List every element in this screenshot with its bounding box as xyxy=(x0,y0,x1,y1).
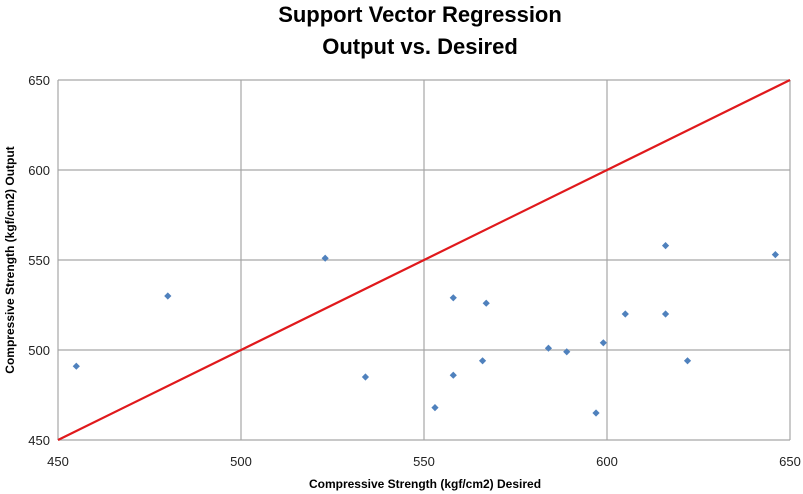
x-tick-label: 450 xyxy=(47,454,69,469)
data-point xyxy=(449,371,457,379)
x-tick-label: 550 xyxy=(413,454,435,469)
reference-line-group xyxy=(57,79,791,441)
data-point xyxy=(321,254,329,262)
data-point xyxy=(72,362,80,370)
data-point xyxy=(592,409,600,417)
grid xyxy=(57,79,791,441)
data-point xyxy=(361,373,370,381)
data-point xyxy=(771,251,779,259)
data-point xyxy=(478,357,487,365)
data-points xyxy=(72,242,779,417)
y-tick-label: 600 xyxy=(28,163,50,178)
data-point xyxy=(683,357,692,365)
x-tick-label: 500 xyxy=(230,454,252,469)
chart-title-line2: Output vs. Desired xyxy=(322,34,518,59)
data-point xyxy=(431,404,439,412)
data-point xyxy=(544,344,553,352)
y-tick-label: 650 xyxy=(28,73,50,88)
y-tick-label: 450 xyxy=(28,433,50,448)
data-point xyxy=(661,242,670,250)
data-point xyxy=(164,292,172,300)
data-point xyxy=(563,348,571,356)
y-axis-title: Compressive Strength (kgf/cm2) Output xyxy=(3,146,17,373)
data-point xyxy=(482,299,490,307)
y-tick-labels: 450 500 550 600 650 xyxy=(28,73,50,448)
x-tick-labels: 450 500 550 600 650 xyxy=(47,454,801,469)
x-axis-title: Compressive Strength (kgf/cm2) Desired xyxy=(309,477,541,491)
y-tick-label: 500 xyxy=(28,343,50,358)
chart-title-line1: Support Vector Regression xyxy=(278,2,562,27)
data-point xyxy=(599,339,607,347)
reference-line xyxy=(57,79,791,441)
data-point xyxy=(449,294,457,302)
data-point xyxy=(621,310,629,318)
data-point xyxy=(661,310,670,318)
y-tick-label: 550 xyxy=(28,253,50,268)
x-tick-label: 650 xyxy=(779,454,801,469)
x-tick-label: 600 xyxy=(596,454,618,469)
